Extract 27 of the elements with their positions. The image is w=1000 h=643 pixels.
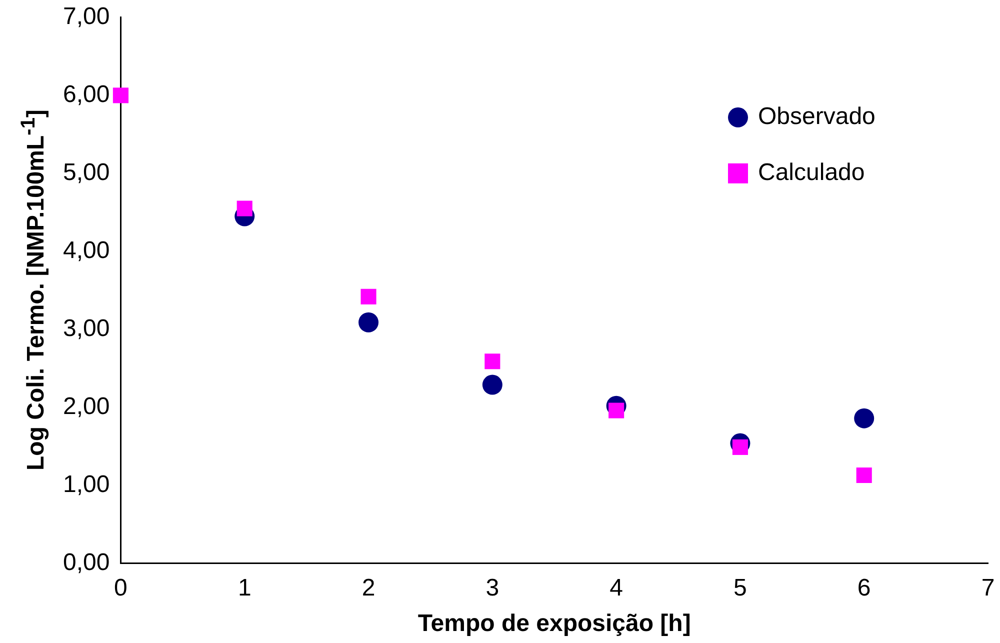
point [484,354,500,370]
y-tick-label: 3,00 [62,315,110,342]
x-tick-label: 7 [981,574,995,602]
x-tick-label: 2 [362,574,376,602]
point [856,467,872,484]
y-tick-label: 4,00 [62,237,110,264]
x-tick-label: 4 [610,574,623,602]
x-tick-label: 3 [486,574,500,602]
legend-label: Calculado [758,159,865,186]
y-tick-label: 6,00 [62,81,110,108]
x-tick-label: 5 [734,574,747,602]
x-tick-label: 6 [857,574,871,602]
y-tick-label: 7,00 [62,3,110,30]
x-tick-label: 0 [114,574,128,602]
point [236,200,252,216]
y-tick-label: 1,00 [62,471,110,498]
point [360,288,376,304]
x-axis-title: Tempo de exposição [h] [418,610,691,638]
y-tick-label: 0,00 [62,549,110,576]
point [358,312,379,332]
point [854,408,874,428]
point [112,88,128,104]
legend-label: Observado [758,103,876,130]
y-tick-label: 5,00 [62,159,110,186]
x-tick-label: 1 [238,574,252,602]
point [482,374,502,395]
y-tick-label: 2,00 [62,393,110,420]
